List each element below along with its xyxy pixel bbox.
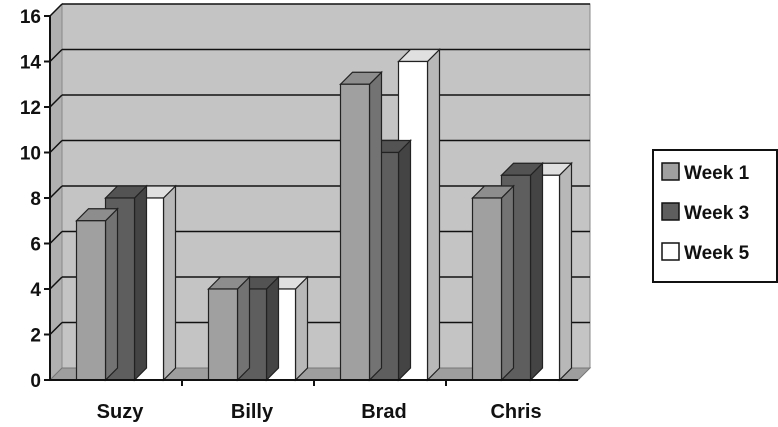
bar-side <box>294 275 309 382</box>
bar <box>207 275 251 382</box>
y-tick-label: 16 <box>20 7 41 28</box>
legend-label: Week 3 <box>684 203 749 224</box>
legend-item: Week 3 <box>661 202 749 224</box>
x-axis: Suzy Billy Brad Chris <box>50 379 578 423</box>
legend-swatch <box>661 242 680 261</box>
y-tick-label: 6 <box>30 235 41 256</box>
bar-front <box>207 288 239 381</box>
bar-side <box>265 275 280 382</box>
bar-side <box>133 184 148 382</box>
y-tick-label: 10 <box>20 144 41 165</box>
legend-label: Week 1 <box>684 163 750 184</box>
bar-side <box>236 275 251 382</box>
x-tick-label-billy: Billy <box>231 401 274 423</box>
y-tick-label: 12 <box>20 98 41 119</box>
gridline-side <box>49 230 63 245</box>
gridline-side <box>49 3 63 17</box>
legend-item: Week 1 <box>661 162 750 184</box>
gridline-side <box>49 276 63 290</box>
bar-front <box>471 197 503 381</box>
bars <box>75 48 573 382</box>
y-tick-label: 14 <box>20 53 42 74</box>
bar <box>75 207 119 382</box>
legend: Week 1 Week 3 Week 5 <box>652 149 778 283</box>
bar-side <box>558 161 573 382</box>
bar-side <box>368 70 383 382</box>
y-tick-label: 0 <box>30 371 41 392</box>
gridline-side <box>49 185 63 199</box>
x-tick-label-brad: Brad <box>361 401 407 423</box>
gridline-side <box>49 139 63 154</box>
y-tick-label: 8 <box>30 189 41 210</box>
gridline-side <box>49 48 63 63</box>
bar-side <box>397 139 412 382</box>
legend-item: Week 5 <box>661 242 750 264</box>
bar-side <box>529 161 544 382</box>
x-tick-label-suzy: Suzy <box>97 401 145 423</box>
y-axis: 0 2 4 6 8 10 12 14 16 <box>20 7 51 392</box>
bar-side <box>426 48 441 382</box>
bar-side <box>500 184 515 382</box>
bar-side <box>104 207 119 382</box>
gridline-side <box>49 94 63 108</box>
legend-swatch <box>661 202 680 221</box>
y-tick-label: 2 <box>30 326 41 347</box>
gridline-side <box>49 321 63 336</box>
legend-label: Week 5 <box>684 243 750 264</box>
legend-swatch <box>661 162 680 181</box>
bar-front <box>75 220 107 381</box>
bar-front <box>339 83 371 381</box>
bar <box>471 184 515 382</box>
bar <box>339 70 383 382</box>
y-tick-label: 4 <box>30 280 41 301</box>
bar-side <box>162 184 177 382</box>
x-tick-label-chris: Chris <box>490 401 541 423</box>
